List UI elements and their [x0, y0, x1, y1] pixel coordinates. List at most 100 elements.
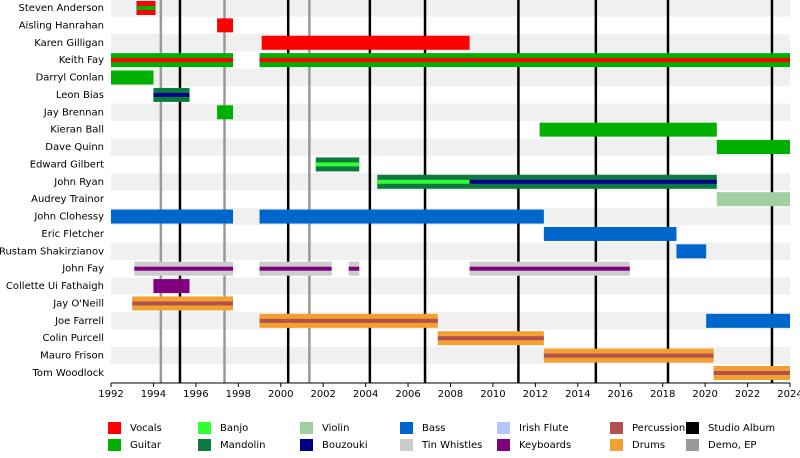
member-bar [217, 18, 234, 33]
bar-stripe [377, 179, 470, 184]
bar-stripe [153, 92, 190, 97]
x-tick-label: 1994 [141, 389, 166, 400]
member-name: Steven Anderson [19, 3, 104, 14]
x-tick-label: 2000 [268, 389, 293, 400]
row-band [111, 0, 790, 17]
legend-label: Guitar [130, 440, 162, 451]
member-name: Eric Fletcher [41, 229, 104, 240]
legend-swatch [497, 422, 510, 434]
x-tick-label: 2018 [650, 389, 675, 400]
bar-stripe [111, 58, 234, 63]
x-tick-label: 2024 [777, 389, 800, 400]
bar-stripe [469, 266, 630, 271]
x-tick-label: 2020 [692, 389, 717, 400]
member-name: John Clohessy [33, 212, 104, 223]
legend-label: Irish Flute [519, 423, 569, 434]
row-band [111, 277, 790, 295]
legend-swatch [108, 439, 121, 451]
legend-swatch [300, 439, 313, 451]
x-tick-label: 1996 [183, 389, 208, 400]
row-band [111, 364, 790, 382]
member-name: Colin Purcell [43, 333, 104, 344]
legend-swatch [610, 439, 623, 451]
x-tick-label: 1998 [226, 389, 251, 400]
row-band [111, 242, 790, 261]
x-tick-label: 2016 [608, 389, 633, 400]
row-band [111, 225, 790, 243]
x-tick-label: 2012 [523, 389, 548, 400]
legend-swatch [108, 422, 121, 434]
bar-stripe [469, 179, 717, 184]
row-band [111, 103, 790, 121]
bar-stripe [543, 353, 714, 358]
member-name: Audrey Trainor [31, 194, 105, 205]
member-name: Joe Farrell [54, 316, 104, 327]
legend-label: Demo, EP [708, 440, 756, 451]
legend-label: Percussion [632, 423, 685, 434]
row-band [111, 86, 790, 104]
legend-swatch [300, 422, 313, 434]
x-tick-label: 1992 [98, 389, 123, 400]
member-bar [217, 105, 234, 120]
bar-stripe [136, 6, 156, 10]
bar-stripe [437, 336, 544, 341]
legend-label: Vocals [130, 423, 162, 434]
legend-label: Studio Album [708, 423, 775, 434]
x-tick-label: 2002 [310, 389, 335, 400]
legend-swatch [497, 439, 510, 451]
member-name: Karen Gilligan [34, 38, 104, 49]
row-band [111, 138, 790, 156]
x-tick-label: 2010 [480, 389, 505, 400]
legend-label: Bass [422, 423, 445, 434]
x-tick-label: 2008 [438, 389, 463, 400]
legend-swatch [400, 439, 413, 451]
member-name: Aisling Hanrahan [19, 20, 104, 31]
member-name: Jay O'Neill [52, 298, 104, 309]
member-name: Tom Woodlock [31, 368, 104, 379]
bar-stripe [259, 318, 438, 323]
member-bar [543, 226, 677, 241]
bar-stripe [132, 301, 234, 306]
member-bar [539, 122, 717, 137]
legend-label: Violin [322, 423, 349, 434]
bar-stripe [259, 266, 332, 271]
member-bar [706, 313, 790, 328]
member-bar [153, 279, 190, 294]
member-name: Mauro Frison [40, 351, 104, 362]
row-band [111, 155, 790, 174]
row-band [111, 16, 790, 35]
bar-stripe [348, 266, 360, 271]
x-tick-label: 2004 [353, 389, 378, 400]
member-bar [716, 192, 790, 207]
member-name: John Fay [61, 264, 104, 275]
member-bar [261, 35, 470, 50]
row-band [111, 294, 790, 313]
member-name: Kieran Ball [50, 125, 104, 136]
member-name: John Ryan [53, 177, 104, 188]
bar-stripe [713, 370, 790, 375]
member-name: Collette Ui Fathaigh [6, 281, 104, 292]
bar-stripe [134, 266, 234, 271]
legend-swatch [610, 422, 623, 434]
legend-swatch [198, 439, 211, 451]
member-bar [716, 140, 790, 155]
legend-label: Keyboards [519, 440, 571, 451]
member-name: Dave Quinn [45, 142, 104, 153]
legend-swatch [686, 439, 699, 451]
row-band [111, 68, 790, 87]
bar-stripe [315, 162, 360, 167]
legend-swatch [400, 422, 413, 434]
bar-stripe [259, 58, 790, 63]
legend-label: Tin Whistles [421, 440, 482, 451]
legend-swatch [198, 422, 211, 434]
row-band [111, 190, 790, 208]
row-band [111, 312, 790, 330]
legend-label: Drums [632, 440, 665, 451]
legend-label: Bouzouki [322, 440, 368, 451]
member-name: Leon Bias [56, 90, 104, 101]
member-name: Edward Gilbert [30, 159, 104, 170]
member-bar [259, 209, 544, 224]
member-name: Keith Fay [59, 55, 104, 66]
member-name: Darryl Conlan [36, 73, 104, 84]
